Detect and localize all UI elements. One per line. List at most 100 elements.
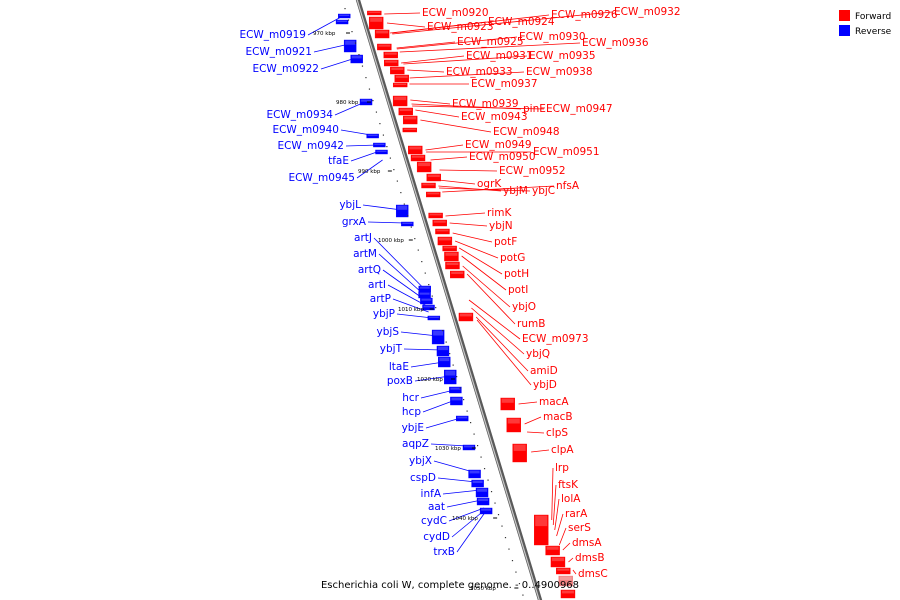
reverse-gene-feature: [468, 469, 481, 479]
minor-tick: [501, 525, 503, 527]
gene-feature-shading: [422, 183, 435, 186]
backbone-group: [355, 0, 543, 600]
gene-label-ybjc: ybjC: [532, 185, 555, 197]
gene-feature-shading: [394, 83, 407, 85]
reverse-gene-feature: [359, 98, 373, 106]
gene-feature-shading: [437, 346, 448, 351]
forward-label-connector: [454, 240, 499, 259]
minor-tick: [483, 468, 486, 470]
reverse-label-connector: [420, 389, 455, 399]
gene-label-ecw-m0930: ECW_m0930: [519, 31, 586, 43]
gene-feature-shading: [551, 557, 564, 562]
reverse-label-connector: [456, 511, 486, 553]
gene-feature-shading: [451, 271, 464, 275]
gene-label-lola: lolA: [561, 493, 581, 505]
gene-feature-shading: [443, 246, 456, 249]
forward-label-connector: [552, 484, 557, 526]
reverse-label-connector: [433, 460, 474, 473]
forward-gene-feature: [450, 270, 465, 279]
minor-tick: [351, 31, 353, 33]
gene-feature-shading: [439, 357, 450, 362]
reverse-gene-feature: [449, 386, 462, 394]
gene-label-ybjo: ybjO: [512, 301, 536, 313]
reverse-gene-feature: [335, 19, 349, 25]
gene-label-cydd: cydD: [423, 531, 450, 543]
scale-tick-label: 990 kbp: [358, 169, 381, 175]
gene-feature-shading: [384, 52, 397, 55]
gene-feature-shading: [445, 252, 458, 256]
minor-tick: [386, 146, 388, 148]
minor-tick: [470, 422, 472, 424]
gene-feature-shading: [361, 99, 372, 102]
reverse-label-connector: [320, 57, 356, 70]
forward-gene-feature: [426, 173, 441, 182]
gene-feature-shading: [451, 397, 462, 401]
gene-feature-shading: [433, 330, 444, 336]
gene-label-dmsa: dmsA: [572, 537, 602, 549]
minor-tick: [410, 226, 412, 228]
gene-feature-shading: [419, 292, 430, 295]
minor-tick: [490, 491, 493, 493]
forward-label-connector: [527, 431, 545, 434]
gene-feature-shading: [459, 313, 472, 317]
forward-gene-feature: [402, 115, 418, 125]
forward-label-connector: [410, 99, 451, 105]
forward-label-connector: [572, 569, 577, 575]
forward-label-connector: [476, 319, 532, 386]
minor-tick: [466, 410, 468, 412]
scale-tick-label: 970 kbp: [313, 31, 336, 37]
gene-label-grxa: grxA: [342, 216, 367, 228]
gene-feature-shading: [507, 418, 520, 424]
gene-label-ybjl: ybjL: [339, 199, 361, 211]
forward-label-connector: [403, 55, 528, 65]
forward-gene-feature: [550, 556, 566, 568]
forward-label-connector: [518, 401, 538, 405]
gene-label-hcp: hcp: [402, 406, 421, 418]
gene-feature-shading: [376, 30, 389, 34]
forward-gene-feature: [435, 228, 450, 235]
reverse-label-connector: [313, 43, 350, 53]
label-connectors: [307, 11, 613, 575]
reverse-gene-feature: [338, 13, 351, 19]
legend: Forward Reverse: [839, 10, 892, 37]
forward-gene-feature: [416, 161, 432, 173]
gene-label-ecw-m0922: ECW_m0922: [252, 63, 319, 75]
minor-tick: [428, 284, 430, 286]
forward-label-connector: [391, 14, 550, 34]
gene-label-ecw-m0923: ECW_m0923: [427, 21, 494, 33]
gene-label-potf: potF: [494, 236, 517, 248]
forward-gene-feature: [500, 397, 515, 411]
gene-feature-shading: [368, 11, 381, 13]
gene-label-ybjs: ybjS: [377, 326, 400, 338]
gene-feature-shading: [395, 75, 408, 79]
reverse-label-connector: [451, 509, 485, 538]
minor-tick: [417, 249, 419, 251]
reverse-gene-feature: [350, 54, 363, 64]
gene-feature-shading: [409, 146, 422, 150]
forward-label-connector: [442, 185, 555, 193]
minor-tick: [407, 215, 409, 217]
gene-feature-shading: [385, 60, 398, 63]
forward-gene-feature: [392, 95, 408, 107]
forward-label-connector: [459, 247, 503, 275]
gene-label-pine: pinE: [523, 103, 546, 115]
gene-label-lrp: lrp: [555, 462, 569, 474]
forward-gene-feature: [512, 443, 527, 463]
gene-label-ecw-m0937: ECW_m0937: [471, 78, 538, 90]
forward-gene-feature: [444, 251, 459, 262]
forward-label-connector: [445, 212, 486, 217]
minor-tick: [435, 307, 437, 309]
gene-feature-shading: [394, 96, 407, 101]
gene-feature-shading: [412, 155, 425, 158]
scale-tick-label: 1000 kbp: [378, 238, 404, 244]
scale-tick-label: 980 kbp: [336, 100, 359, 106]
reverse-label-connector: [400, 331, 438, 337]
gene-label-poxb: poxB: [387, 375, 413, 387]
gene-feature-shading: [345, 40, 356, 45]
gene-feature-shading: [419, 286, 430, 289]
reverse-label-connector: [442, 489, 481, 495]
minor-tick: [365, 77, 367, 79]
gene-feature-shading: [404, 116, 417, 120]
gene-label-ecw-m0948: ECW_m0948: [493, 126, 560, 138]
gene-label-ybje: ybjE: [402, 422, 424, 434]
